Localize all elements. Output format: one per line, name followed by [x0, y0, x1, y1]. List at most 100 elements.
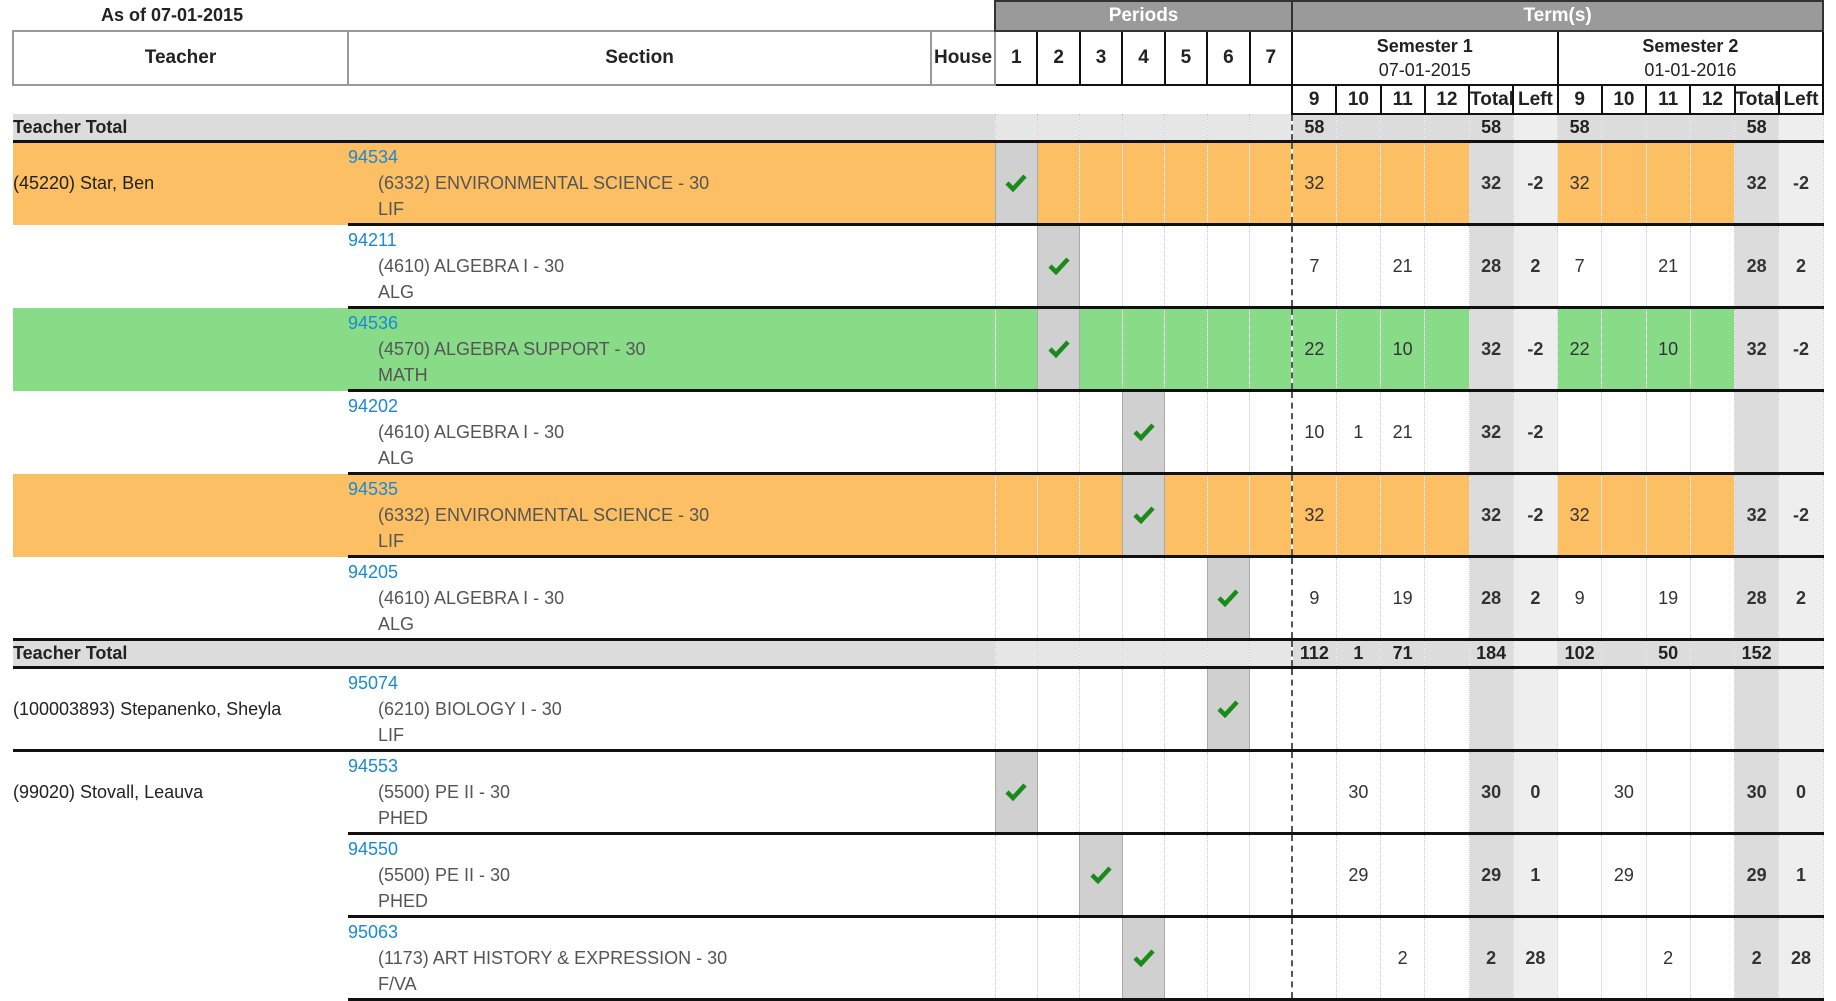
period-2-cell[interactable] [1036, 832, 1080, 917]
period-5-cell[interactable] [1164, 140, 1208, 225]
teacher-column-header[interactable]: Teacher [12, 30, 349, 86]
period-2-cell[interactable] [1036, 666, 1080, 751]
period-6-cell[interactable] [1206, 140, 1250, 225]
period-1-checked-cell[interactable] [994, 140, 1038, 225]
period-2-checked-cell[interactable] [1036, 306, 1081, 391]
period-4-checked-cell[interactable] [1121, 915, 1166, 1001]
period-2-checked-cell[interactable] [1036, 223, 1081, 308]
grade-column-header[interactable]: 11 [1379, 84, 1426, 115]
period-2-cell[interactable] [1036, 915, 1080, 1001]
period-2-cell[interactable] [1036, 140, 1080, 225]
period-5-cell[interactable] [1164, 749, 1208, 834]
period-7-cell[interactable] [1249, 140, 1293, 225]
period-1-cell[interactable] [994, 915, 1038, 1001]
period-4-cell[interactable] [1121, 306, 1165, 391]
grade-column-header[interactable]: 10 [1600, 84, 1648, 115]
period-4-cell[interactable] [1121, 223, 1165, 308]
period-5-cell[interactable] [1164, 832, 1208, 917]
period-5-cell[interactable] [1164, 306, 1208, 391]
period-7-cell[interactable] [1249, 306, 1293, 391]
section-id-link[interactable]: 94534 [348, 147, 399, 167]
period-6-header[interactable]: 6 [1206, 30, 1251, 86]
period-6-cell[interactable] [1206, 915, 1250, 1001]
period-7-cell[interactable] [1249, 915, 1293, 1001]
period-3-cell[interactable] [1079, 140, 1123, 225]
period-4-cell[interactable] [1121, 666, 1165, 751]
period-4-cell[interactable] [1121, 555, 1165, 640]
grade-column-header[interactable]: Left [1777, 84, 1825, 115]
period-1-checked-cell[interactable] [994, 749, 1038, 834]
period-7-cell[interactable] [1249, 749, 1293, 834]
period-1-cell[interactable] [994, 389, 1038, 474]
period-6-cell[interactable] [1206, 306, 1250, 391]
period-7-header[interactable]: 7 [1248, 30, 1294, 86]
period-6-cell[interactable] [1206, 749, 1250, 834]
house-column-header[interactable]: House [929, 30, 997, 86]
period-2-cell[interactable] [1036, 555, 1080, 640]
section-id-link[interactable]: 94553 [348, 756, 399, 776]
period-6-cell[interactable] [1206, 472, 1250, 557]
period-5-cell[interactable] [1164, 555, 1208, 640]
grade-column-header[interactable]: 12 [1689, 84, 1736, 115]
grade-column-header[interactable]: 11 [1645, 84, 1692, 115]
period-3-cell[interactable] [1079, 555, 1123, 640]
period-1-cell[interactable] [994, 306, 1038, 391]
section-id-link[interactable]: 94536 [348, 313, 399, 333]
section-column-header[interactable]: Section [347, 30, 932, 86]
period-1-cell[interactable] [994, 555, 1038, 640]
period-2-cell[interactable] [1036, 389, 1080, 474]
period-2-cell[interactable] [1036, 472, 1080, 557]
period-1-cell[interactable] [994, 472, 1038, 557]
period-4-header[interactable]: 4 [1121, 30, 1166, 86]
period-3-cell[interactable] [1079, 389, 1123, 474]
period-6-cell[interactable] [1206, 832, 1250, 917]
period-3-cell[interactable] [1079, 666, 1123, 751]
period-7-cell[interactable] [1249, 223, 1293, 308]
grade-column-header[interactable]: Total [1733, 84, 1780, 115]
period-7-cell[interactable] [1249, 555, 1293, 640]
period-6-cell[interactable] [1206, 223, 1250, 308]
period-4-cell[interactable] [1121, 749, 1165, 834]
period-6-checked-cell[interactable] [1206, 666, 1251, 751]
section-id-link[interactable]: 94550 [348, 839, 399, 859]
period-7-cell[interactable] [1249, 389, 1293, 474]
period-5-cell[interactable] [1164, 223, 1208, 308]
period-1-cell[interactable] [994, 223, 1038, 308]
period-5-header[interactable]: 5 [1163, 30, 1209, 86]
grade-column-header[interactable]: 9 [1291, 84, 1338, 115]
section-id-link[interactable]: 94205 [348, 562, 399, 582]
period-1-cell[interactable] [994, 832, 1038, 917]
period-1-header[interactable]: 1 [994, 30, 1039, 86]
period-3-cell[interactable] [1079, 306, 1123, 391]
period-3-checked-cell[interactable] [1079, 832, 1123, 917]
grade-column-header[interactable]: 9 [1556, 84, 1603, 115]
period-1-cell[interactable] [994, 666, 1038, 751]
period-4-checked-cell[interactable] [1121, 472, 1166, 557]
section-id-link[interactable]: 95063 [348, 922, 399, 942]
period-6-checked-cell[interactable] [1206, 555, 1251, 640]
section-id-link[interactable]: 94202 [348, 396, 399, 416]
period-3-header[interactable]: 3 [1078, 30, 1124, 86]
period-4-checked-cell[interactable] [1121, 389, 1166, 474]
period-5-cell[interactable] [1164, 389, 1208, 474]
period-5-cell[interactable] [1164, 666, 1208, 751]
grade-column-header[interactable]: Left [1512, 84, 1559, 115]
period-7-cell[interactable] [1249, 472, 1293, 557]
period-3-cell[interactable] [1079, 223, 1123, 308]
section-id-link[interactable]: 94535 [348, 479, 399, 499]
section-id-link[interactable]: 95074 [348, 673, 399, 693]
period-3-cell[interactable] [1079, 749, 1123, 834]
section-id-link[interactable]: 94211 [348, 230, 397, 250]
grade-column-header[interactable]: 12 [1423, 84, 1471, 115]
period-7-cell[interactable] [1249, 666, 1293, 751]
period-5-cell[interactable] [1164, 472, 1208, 557]
period-7-cell[interactable] [1249, 832, 1293, 917]
period-2-cell[interactable] [1036, 749, 1080, 834]
grade-column-header[interactable]: Total [1468, 84, 1515, 115]
period-6-cell[interactable] [1206, 389, 1250, 474]
period-5-cell[interactable] [1164, 915, 1208, 1001]
period-3-cell[interactable] [1079, 915, 1123, 1001]
grade-column-header[interactable]: 10 [1335, 84, 1382, 115]
period-4-cell[interactable] [1121, 832, 1165, 917]
period-4-cell[interactable] [1121, 140, 1165, 225]
